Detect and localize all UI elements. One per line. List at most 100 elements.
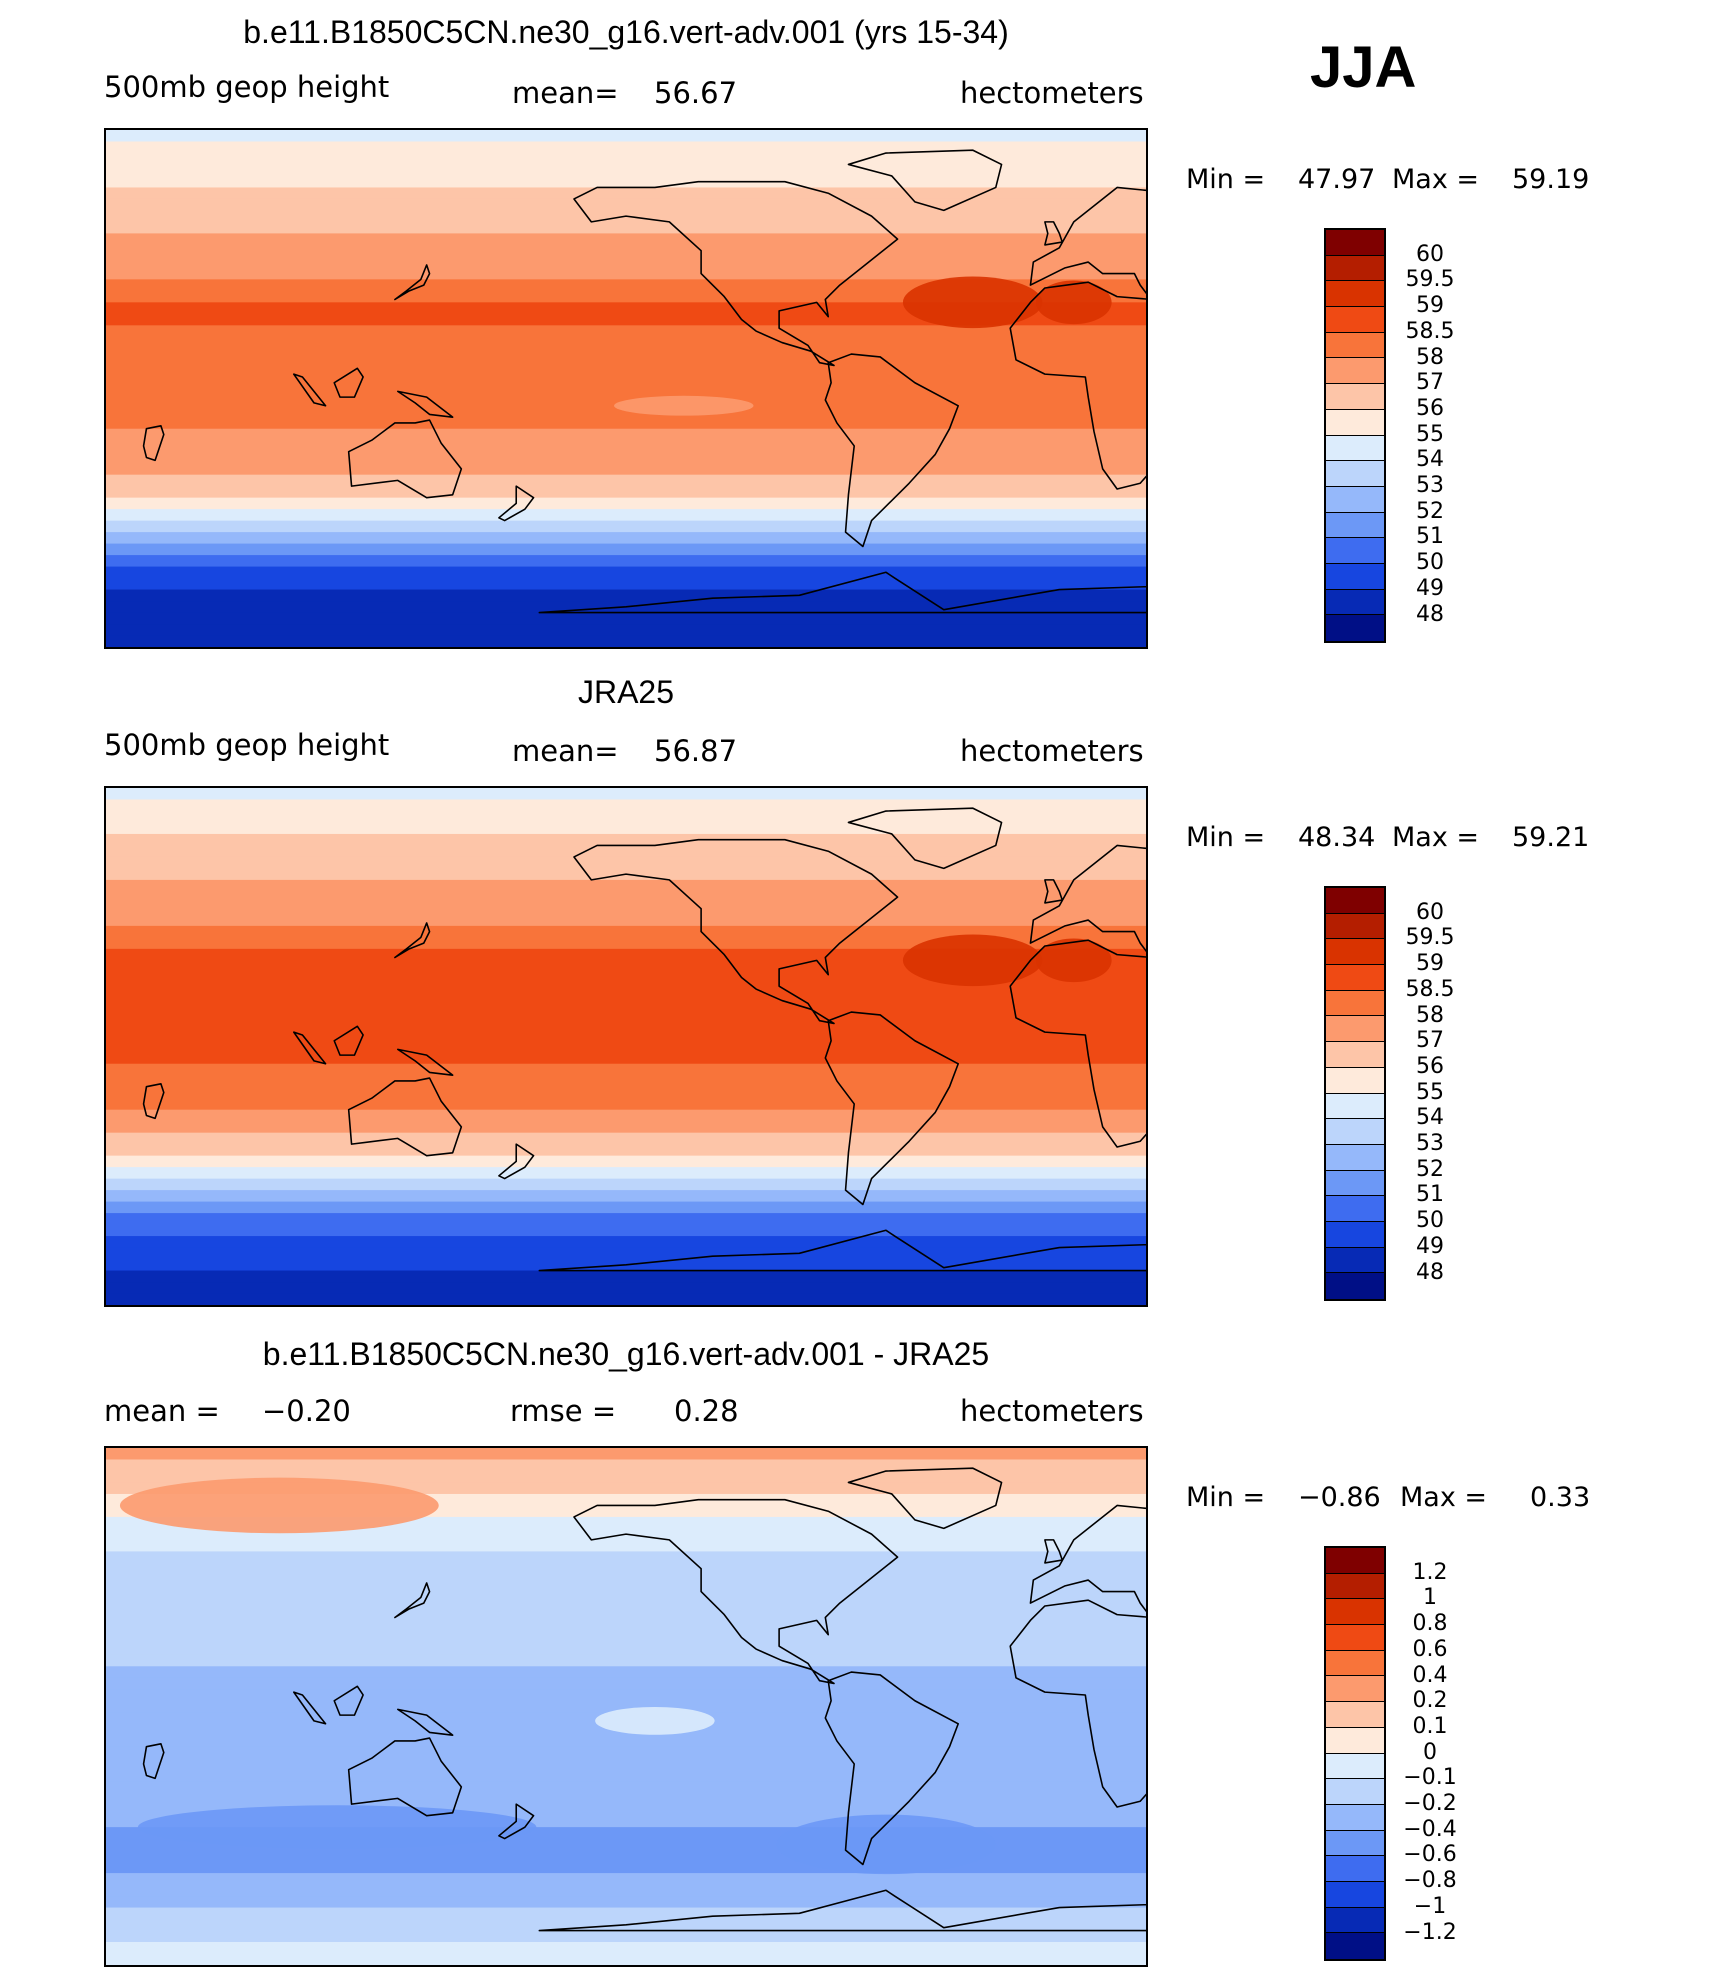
panel-1-band--86 <box>106 635 1146 647</box>
panel-2-band-74 <box>106 833 1146 847</box>
panel-2-mean-value: 56.87 <box>654 734 738 768</box>
panel-3-colorbar-label-7: 0 <box>1423 1739 1437 1765</box>
panel-1-colorbar-label-7: 55 <box>1416 421 1444 447</box>
panel-3-coast-sumatra <box>292 1691 327 1725</box>
panel-1-colorbar-swatch-3 <box>1326 307 1384 333</box>
panel-1-colorbar-swatch-11 <box>1326 512 1384 539</box>
panel-2-colorbar-swatch-5 <box>1326 1016 1384 1043</box>
panel-2-colorbar-label-9: 53 <box>1416 1131 1444 1156</box>
panel-1-colorbar-swatch-1 <box>1326 255 1384 282</box>
panel-1-max-value: 59.19 <box>1512 164 1590 195</box>
panel-2-band--18 <box>106 1098 1146 1111</box>
panel-2-high-atlantic <box>902 934 1043 987</box>
panel-3-coast-madagascar <box>142 1743 165 1780</box>
panel-2-band-54 <box>106 891 1146 904</box>
panel-3-band-42 <box>106 1585 1146 1598</box>
panel-2-band-78 <box>106 822 1146 835</box>
panel-3-southern-indian-anomaly <box>137 1805 537 1849</box>
panel-1-colorbar-swatch-9 <box>1326 461 1384 487</box>
panel-2-band-82 <box>106 810 1146 824</box>
panel-2-coast-south-america <box>824 1011 960 1206</box>
panel-2-band-34 <box>106 948 1146 961</box>
panel-1-band-50 <box>106 244 1146 257</box>
panel-1-band--14 <box>106 428 1146 441</box>
panel-3-features <box>119 1477 996 1875</box>
panel-1-band--46 <box>106 520 1146 533</box>
panel-2-band--62 <box>106 1224 1146 1237</box>
panel-2-band--70 <box>106 1247 1146 1260</box>
panel-1-band-38 <box>106 279 1146 292</box>
panel-2-band-66 <box>106 856 1146 870</box>
panel-3-band--58 <box>106 1873 1146 1886</box>
panel-1-colorbar-label-13: 49 <box>1416 575 1444 601</box>
panel-1-band-26 <box>106 313 1146 326</box>
panel-3-band--30 <box>106 1792 1146 1805</box>
panel-1-coastlines <box>142 149 1146 614</box>
panel-3-band-90 <box>106 1448 1146 1461</box>
panel-2-features <box>902 934 1112 987</box>
panel-2-colorbar-swatch-3 <box>1326 965 1384 991</box>
panel-1-coast-africa <box>1009 281 1146 490</box>
panel-2-coast-uk <box>1044 879 1064 904</box>
season-label: JJA <box>1310 35 1417 100</box>
panel-2-high-africa <box>1035 938 1112 983</box>
panel-1-coast-north-america <box>573 180 899 367</box>
panel-1-band--30 <box>106 474 1146 487</box>
panel-3-south-atlantic-anomaly <box>776 1814 996 1875</box>
panel-3-colorbar-swatch-2 <box>1326 1599 1384 1626</box>
panel-1-colorbar-label-10: 52 <box>1416 498 1444 524</box>
panel-1-high-atlantic <box>902 276 1043 329</box>
panel-3-coast-australia <box>347 1737 463 1817</box>
panel-3-colorbar-swatch-11 <box>1326 1830 1384 1857</box>
panel-2-colorbar-label-2: 59 <box>1416 951 1444 977</box>
panel-2-title: JRA25 <box>577 674 675 710</box>
panel-1-band-82 <box>106 152 1146 166</box>
panel-1-coast-uk <box>1044 221 1064 246</box>
panel-1-map <box>104 128 1148 649</box>
panel-1-colorbar-swatch-14 <box>1326 589 1384 616</box>
panel-3-min-value: −0.86 <box>1298 1482 1381 1513</box>
panel-3-colorbar-label-3: 0.6 <box>1412 1636 1448 1662</box>
panel-3-colorbar-label-14: −1.2 <box>1403 1919 1457 1945</box>
panel-1-coast-australia <box>347 419 463 499</box>
panel-1-band-6 <box>106 371 1146 384</box>
panel-1-colorbar-swatch-8 <box>1326 435 1384 462</box>
panel-1-colorbar-label-12: 50 <box>1416 550 1444 576</box>
panel-2-colorbar-swatch-2 <box>1326 939 1384 966</box>
panel-2-colorbar-label-4: 58 <box>1416 1002 1444 1028</box>
panel-2-colorbar-swatch-9 <box>1326 1119 1384 1145</box>
panel-1-min-label: Min = <box>1186 164 1266 195</box>
panel-3-band-26 <box>106 1631 1146 1644</box>
panel-3-colorbar-label-0: 1.2 <box>1412 1559 1448 1585</box>
panel-2-coast-australia <box>347 1077 463 1157</box>
panel-3-coast-borneo <box>333 1685 364 1716</box>
panel-3-band-82 <box>106 1470 1146 1484</box>
panel-2-band--34 <box>106 1144 1146 1157</box>
panel-2-band-38 <box>106 937 1146 950</box>
panel-2-band-10 <box>106 1017 1146 1030</box>
panel-2-band-6 <box>106 1029 1146 1042</box>
panel-1-title: b.e11.B1850C5CN.ne30_g16.vert-adv.001 (y… <box>243 14 1009 50</box>
panel-3-rmse-label: rmse = <box>510 1394 617 1428</box>
panel-1-band--38 <box>106 497 1146 510</box>
panel-3-coast-africa <box>1009 1599 1146 1808</box>
panel-2-contour-svg <box>106 788 1146 1305</box>
panel-3-colorbar-label-10: −0.4 <box>1403 1816 1457 1842</box>
panel-2-colorbar-swatch-8 <box>1326 1093 1384 1120</box>
panel-3-band--78 <box>106 1930 1146 1943</box>
panel-1-band-54 <box>106 233 1146 246</box>
panel-2-band-46 <box>106 914 1146 927</box>
panel-2-band-22 <box>106 983 1146 996</box>
panel-2-band-30 <box>106 960 1146 973</box>
panel-2-map <box>104 786 1148 1307</box>
panel-3-colorbar-label-8: −0.1 <box>1403 1765 1457 1791</box>
panel-3-band-38 <box>106 1597 1146 1610</box>
panel-2-band--66 <box>106 1236 1146 1249</box>
panel-3-band-50 <box>106 1562 1146 1575</box>
panel-1-coast-borneo <box>333 367 364 398</box>
panel-3-mean-value: −0.20 <box>262 1394 351 1428</box>
panel-1-coast-new-zealand <box>498 485 535 522</box>
panel-3-band-86 <box>106 1459 1146 1472</box>
panel-2-colorbar-swatch-1 <box>1326 913 1384 940</box>
panel-1-colorbar-swatch-6 <box>1326 384 1384 410</box>
